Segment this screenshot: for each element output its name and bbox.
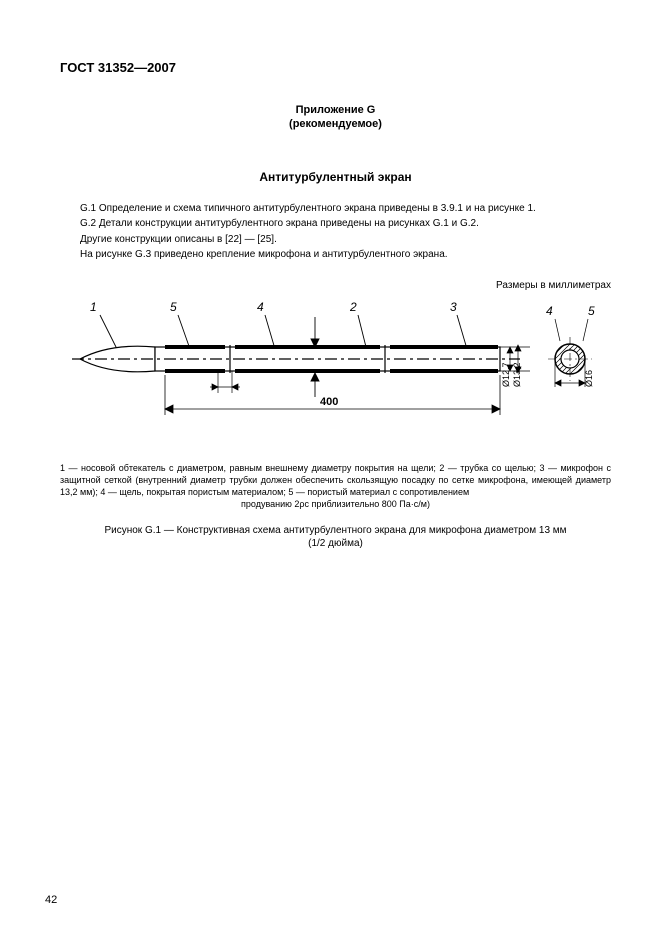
figure-g1: 1 5 4 2 3 (60, 297, 610, 437)
paragraph-g1: G.1 Определение и схема типичного антиту… (60, 202, 611, 216)
callout-4l: 4 (257, 300, 264, 314)
callout-1: 1 (90, 300, 97, 314)
dim-dia-12-7: Ø12,7 (501, 362, 511, 387)
figure-legend: 1 — носовой обтекатель с диаметром, равн… (60, 462, 611, 511)
dim-dia-13-2: Ø13,2 (512, 362, 522, 387)
legend-text: 1 — носовой обтекатель с диаметром, равн… (60, 463, 611, 497)
page-number: 42 (45, 894, 57, 906)
dim-length-400: 400 (320, 396, 338, 408)
figure-caption: Рисунок G.1 — Конструктивная схема антит… (60, 524, 611, 550)
callout-5r: 5 (588, 304, 595, 318)
callout-2: 2 (349, 300, 357, 314)
paragraph-g4: На рисунке G.3 приведено крепление микро… (60, 248, 611, 262)
appendix-line1: Приложение G (296, 104, 376, 116)
caption-line1: Рисунок G.1 — Конструктивная схема антит… (104, 525, 566, 536)
appendix-heading: Приложение G (рекомендуемое) (60, 103, 611, 132)
dimension-units-note: Размеры в миллиметрах (60, 280, 611, 291)
section-title: Антитурбулентный экран (60, 170, 611, 184)
paragraph-g2: G.2 Детали конструкции антитурбулентного… (60, 217, 611, 231)
doc-code: ГОСТ 31352—2007 (60, 60, 611, 75)
appendix-line2: (рекомендуемое) (289, 118, 382, 130)
callout-4r: 4 (546, 304, 553, 318)
legend-text-last: продуванию 2ρc приблизительно 800 Па·с/м… (60, 498, 611, 510)
paragraph-g3: Другие конструкции описаны в [22] — [25]… (60, 233, 611, 247)
caption-line2: (1/2 дюйма) (308, 538, 363, 549)
callout-3: 3 (450, 300, 457, 314)
dim-dia-16: Ø16 (584, 370, 594, 387)
page: ГОСТ 31352—2007 Приложение G (рекомендуе… (0, 0, 661, 936)
callout-5l: 5 (170, 300, 177, 314)
